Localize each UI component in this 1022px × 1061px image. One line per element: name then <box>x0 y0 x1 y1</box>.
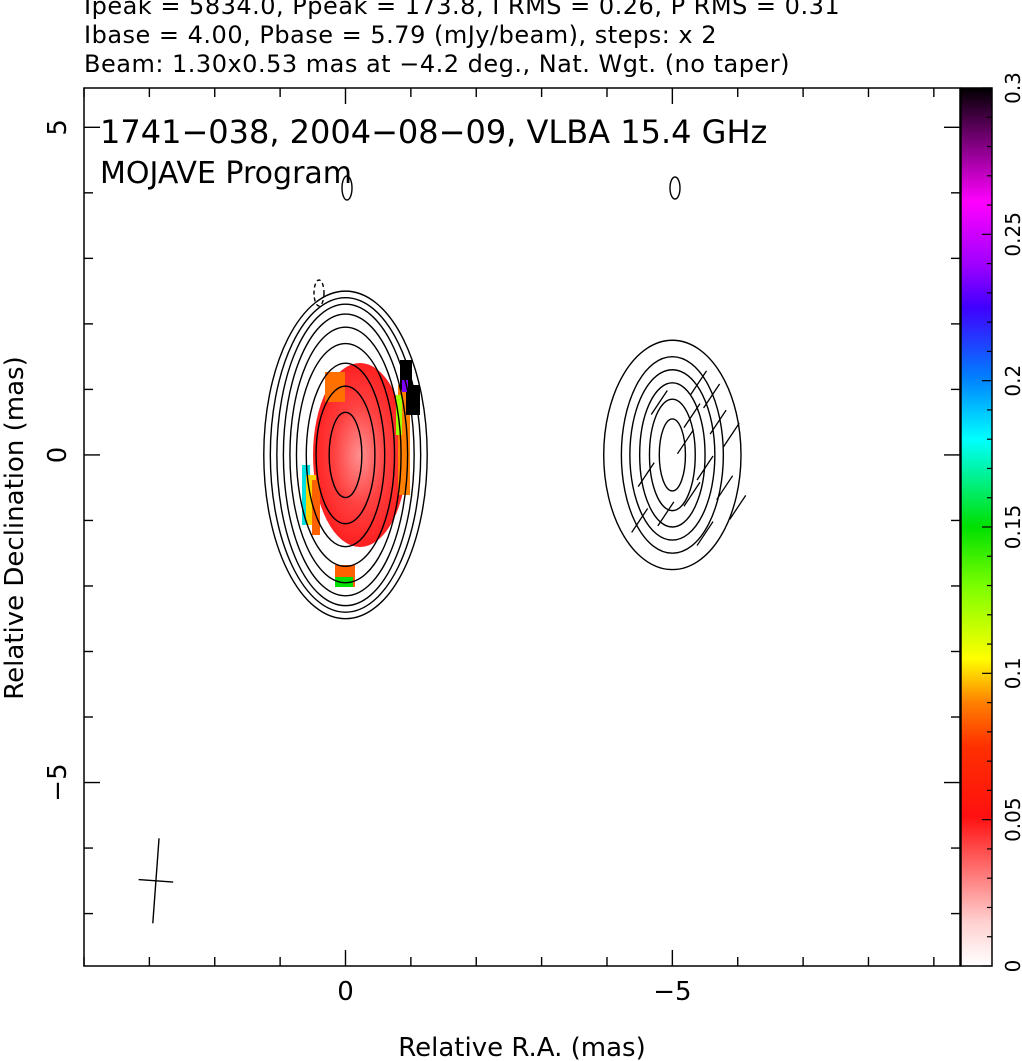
contour-level <box>629 369 716 541</box>
axis-ticks <box>83 88 960 966</box>
contour-level <box>276 303 415 607</box>
polarization-vector <box>729 494 747 520</box>
contour-island <box>669 176 681 200</box>
contour-level <box>328 411 363 499</box>
colorbar-tick-label: 0.1 <box>1001 657 1022 689</box>
beam-minor-axis <box>138 878 174 883</box>
colorbar-tick-label: 0.2 <box>1001 365 1022 397</box>
y-tick-label: −5 <box>43 763 73 801</box>
x-tick-label: 0 <box>337 977 354 1007</box>
polarization-vectors <box>631 370 747 546</box>
polarization-vector <box>696 521 714 546</box>
header-line-2: Ibase = 4.00, Pbase = 5.79 (mJy/beam), s… <box>84 21 718 49</box>
polarization-vector <box>631 508 649 533</box>
y-axis-label: Relative Declination (mas) <box>0 356 30 699</box>
polarization-vector <box>689 370 708 396</box>
beam-cross <box>138 838 174 924</box>
polarization-edge <box>325 372 345 402</box>
intensity-contours <box>263 290 742 620</box>
y-tick-labels: 5 0 −5 <box>43 119 73 802</box>
chart-subtitle: MOJAVE Program <box>100 156 352 191</box>
y-tick-label: 5 <box>43 119 73 136</box>
polarization-vector <box>650 390 668 415</box>
contour-level <box>648 398 696 512</box>
contour-island <box>341 175 353 201</box>
contour-level <box>305 362 386 548</box>
contour-level <box>282 313 409 597</box>
polarization-edge <box>402 380 408 392</box>
chart-title: 1741−038, 2004−08−09, VLBA 15.4 GHz <box>100 113 767 151</box>
polarization-vector <box>722 422 740 448</box>
contour-level <box>638 382 706 528</box>
colorbar-tick-label: 0 <box>1001 960 1022 973</box>
contour-level <box>658 418 687 492</box>
y-tick-label: 0 <box>43 447 73 464</box>
x-tick-labels: 0 −5 <box>337 977 691 1007</box>
polarization-vector <box>703 383 721 409</box>
plot-frame <box>83 87 961 967</box>
polarization-core <box>313 363 407 547</box>
colorbar-tick-label: 0.05 <box>1001 797 1022 842</box>
colorbar-tick-label: 0.25 <box>1001 212 1022 257</box>
polarization-vector <box>676 429 694 455</box>
colorbar-tick-label: 0.3 <box>1001 72 1022 104</box>
polarization-edge <box>312 480 320 535</box>
header-line-1: Ipeak = 5834.0, Ppeak = 173.8, I RMS = 0… <box>84 0 841 20</box>
colorbar-ticks: 0 0.05 0.1 0.15 0.2 0.25 0.3 <box>982 72 1022 972</box>
contour-level <box>620 355 725 554</box>
contour-level <box>603 339 742 571</box>
polarization-vector <box>683 481 701 507</box>
polarization-vector <box>709 409 727 435</box>
contour-island-negative <box>313 279 325 307</box>
contour-level <box>289 326 402 584</box>
contour-level <box>263 290 428 620</box>
contour-level <box>269 296 422 613</box>
colorbar-tick-label: 0.15 <box>1001 505 1022 550</box>
polarization-vector <box>657 501 675 527</box>
contour-level <box>295 342 396 568</box>
polarization-vector <box>696 455 714 481</box>
polarization-vector <box>637 462 655 487</box>
polarization-vector <box>716 475 734 501</box>
contour-level <box>315 385 376 525</box>
polarization-vector <box>683 403 701 428</box>
x-axis-label: Relative R.A. (mas) <box>398 1033 645 1061</box>
header-line-3: Beam: 1.30x0.53 mas at −4.2 deg., Nat. W… <box>84 50 790 78</box>
x-tick-label: −5 <box>653 977 691 1007</box>
spurious-contours <box>313 175 681 307</box>
